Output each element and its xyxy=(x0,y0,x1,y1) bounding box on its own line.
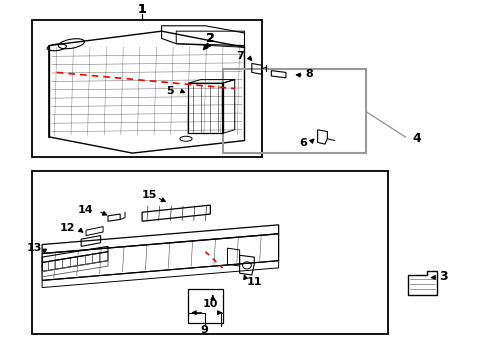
Text: 13: 13 xyxy=(27,243,42,253)
Text: 5: 5 xyxy=(166,86,173,96)
Text: 1: 1 xyxy=(138,3,146,16)
Text: 14: 14 xyxy=(78,205,93,215)
Text: 11: 11 xyxy=(246,277,262,287)
Bar xyxy=(32,171,387,334)
Text: 15: 15 xyxy=(142,190,157,200)
Text: 10: 10 xyxy=(202,299,218,309)
Text: 7: 7 xyxy=(236,51,244,61)
Text: 6: 6 xyxy=(299,138,306,148)
Bar xyxy=(222,69,366,153)
Text: 1: 1 xyxy=(138,3,146,16)
Text: 3: 3 xyxy=(439,270,447,283)
Text: 2: 2 xyxy=(205,32,214,45)
Text: 4: 4 xyxy=(412,132,421,145)
Text: 8: 8 xyxy=(305,69,312,79)
Text: 12: 12 xyxy=(59,224,75,233)
Bar xyxy=(32,21,261,157)
Text: 2: 2 xyxy=(205,32,214,45)
Text: 9: 9 xyxy=(200,325,208,334)
